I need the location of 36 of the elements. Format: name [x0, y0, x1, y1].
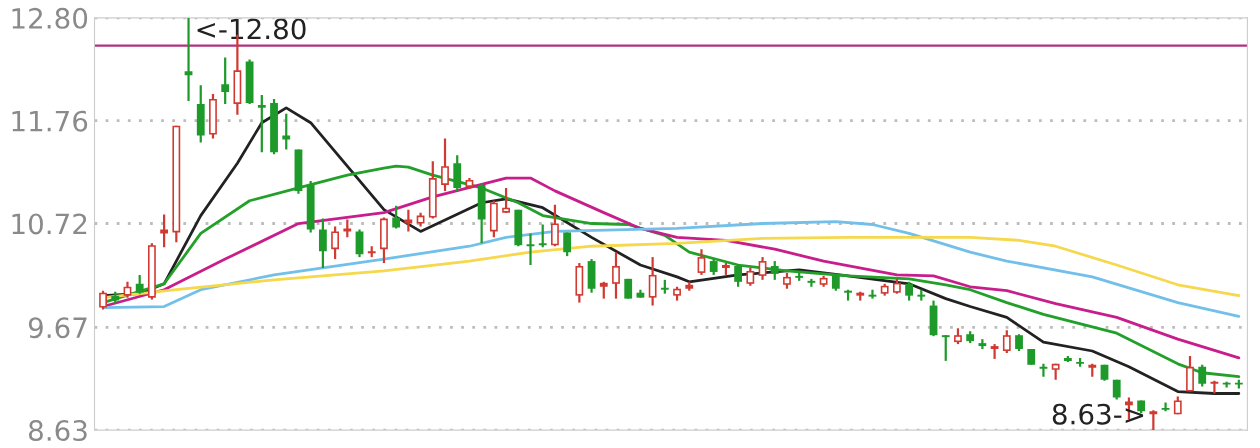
candlestick: [1039, 362, 1048, 378]
candlestick: [184, 17, 193, 103]
line-series: [101, 220, 1241, 318]
candlestick: [990, 342, 999, 361]
candlestick: [1161, 401, 1170, 413]
candlestick: [734, 262, 743, 288]
candlestick: [1002, 329, 1011, 355]
candlestick: [160, 213, 169, 249]
y-tick-label: 8.63: [28, 420, 87, 442]
candlestick: [392, 204, 401, 230]
candlestick: [868, 288, 877, 300]
y-tick-label: 11.76: [12, 110, 88, 132]
candlestick: [404, 208, 413, 233]
candlestick: [905, 280, 914, 302]
candlestick: [697, 248, 706, 277]
candlestick: [318, 217, 327, 270]
candlestick: [135, 273, 144, 295]
candlestick: [807, 277, 816, 288]
candlestick: [758, 256, 767, 281]
candlestick: [563, 231, 572, 258]
annotation: <-12.80: [197, 18, 306, 40]
candlestick: [257, 93, 266, 154]
y-tick-label: 10.72: [12, 213, 87, 235]
candlestick: [770, 259, 779, 281]
candlestick: [1149, 409, 1158, 431]
candlestick: [941, 334, 950, 362]
candlestick: [1210, 379, 1219, 395]
candlestick: [538, 223, 547, 249]
candlestick: [526, 232, 535, 267]
candlestick: [331, 225, 339, 261]
y-tick-label: 12.80: [12, 7, 88, 29]
candlestick: [221, 56, 230, 106]
candlestick: [355, 228, 364, 259]
candlestick: [648, 256, 657, 307]
candlestick: [502, 186, 510, 214]
y-tick-label: 9.67: [28, 317, 87, 339]
